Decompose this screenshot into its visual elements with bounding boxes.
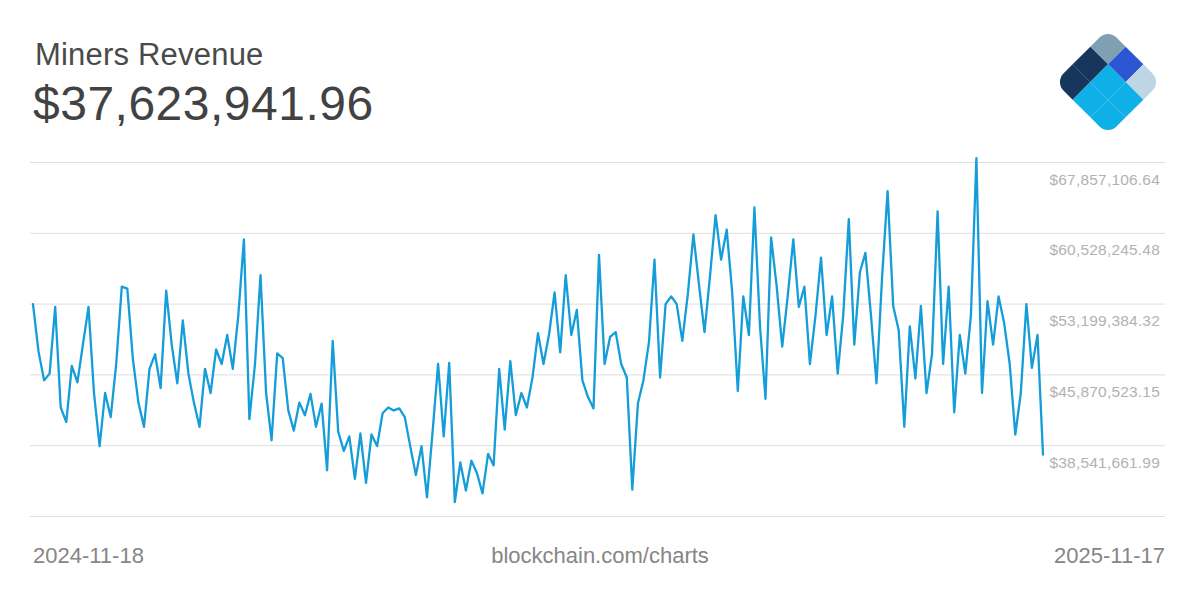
logo-diamond	[1055, 29, 1161, 135]
miners-revenue-chart-page: $67,857,106.64 $60,528,245.48 $53,199,384.…	[0, 0, 1200, 600]
blockchain-logo-icon	[1056, 28, 1160, 136]
y-axis-tick-label: $38,541,661.99	[1049, 454, 1160, 472]
page-title: Miners Revenue	[35, 38, 264, 72]
y-axis-tick-label: $45,870,523.15	[1049, 383, 1160, 401]
watermark-url: blockchain.com/charts	[0, 543, 1200, 569]
y-axis-tick-label: $60,528,245.48	[1049, 241, 1160, 259]
y-axis-tick-label: $53,199,384.32	[1049, 312, 1160, 330]
revenue-line-series	[33, 158, 1043, 502]
x-axis-end-date: 2025-11-17	[1054, 543, 1165, 569]
y-axis-tick-label: $67,857,106.64	[1049, 171, 1160, 189]
chart-current-value: $37,623,941.96	[33, 78, 374, 130]
